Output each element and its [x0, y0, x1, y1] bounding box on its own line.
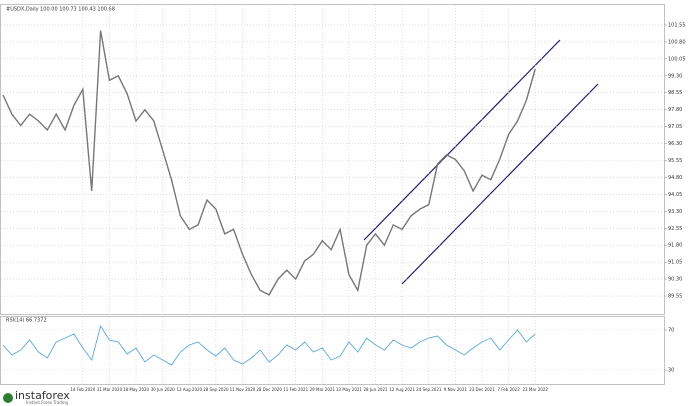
x-tick-label: 29 Mar 2021 — [310, 387, 336, 392]
price-title: #USDX,Daily 100.00 100.73 100.43 100.68 — [6, 7, 115, 13]
x-tick-label: 28 Sep 2020 — [203, 387, 229, 392]
y-tick-label: 97.05 — [668, 124, 682, 130]
x-tick-label: 31 Mar 2020 — [97, 387, 123, 392]
x-tick-label: 23 Mar 2022 — [523, 387, 549, 392]
y-tick-label: 30 — [668, 368, 674, 374]
y-tick-label: 92.55 — [668, 226, 682, 232]
logo-icon — [3, 393, 13, 403]
x-tick-label: 14 Feb 2020 — [70, 387, 95, 392]
y-tick-label: 89.55 — [668, 294, 682, 300]
x-tick-label: 7 Feb 2022 — [497, 387, 520, 392]
series-line — [2, 324, 536, 366]
y-tick-label: 70 — [668, 328, 674, 334]
y-tick-label: 90.30 — [668, 277, 682, 283]
y-tick-label: 99.30 — [668, 73, 682, 79]
y-tick-label: 101.55 — [668, 22, 686, 28]
y-tick-label: 91.80 — [668, 243, 682, 249]
rsi-title: RSI(14) 66.7372 — [6, 318, 47, 324]
y-tick-label: 93.30 — [668, 209, 682, 215]
x-tick-label: 12 Aug 2021 — [389, 387, 415, 392]
channel-upper — [363, 39, 561, 241]
y-tick-label: 91.05 — [668, 260, 682, 266]
series-line — [2, 30, 536, 296]
x-tick-label: 9 Nov 2021 — [444, 387, 468, 392]
rsi-frame — [0, 316, 665, 385]
logo: instaforex Instant Forex Trading — [3, 389, 70, 405]
x-tick-label: 11 Feb 2021 — [283, 387, 308, 392]
y-tick-label: 100.80 — [668, 39, 686, 45]
x-tick-label: 11 Nov 2020 — [230, 387, 256, 392]
x-tick-label: 18 May 2020 — [123, 387, 150, 392]
logo-tagline: Instant Forex Trading — [26, 400, 69, 405]
channel-lower — [401, 83, 599, 285]
y-tick-label: 94.80 — [668, 175, 682, 181]
x-tick-label: 23 Dec 2021 — [469, 387, 495, 392]
x-tick-label: 24 Sep 2021 — [416, 387, 442, 392]
price-frame — [0, 4, 665, 315]
x-tick-label: 28 Jun 2021 — [364, 387, 389, 392]
x-tick-label: 30 Jun 2020 — [151, 387, 176, 392]
y-tick-label: 100.05 — [668, 56, 686, 62]
y-tick-label: 95.55 — [668, 158, 682, 164]
x-tick-label: 13 Aug 2020 — [176, 387, 202, 392]
x-tick-label: 28 Dec 2020 — [256, 387, 282, 392]
logo-name: instaforex — [15, 389, 70, 402]
x-tick-label: 13 May 2021 — [336, 387, 363, 392]
y-tick-label: 96.30 — [668, 141, 682, 147]
y-tick-label: 94.05 — [668, 192, 682, 198]
y-tick-label: 98.55 — [668, 90, 682, 96]
y-tick-label: 97.80 — [668, 107, 682, 113]
